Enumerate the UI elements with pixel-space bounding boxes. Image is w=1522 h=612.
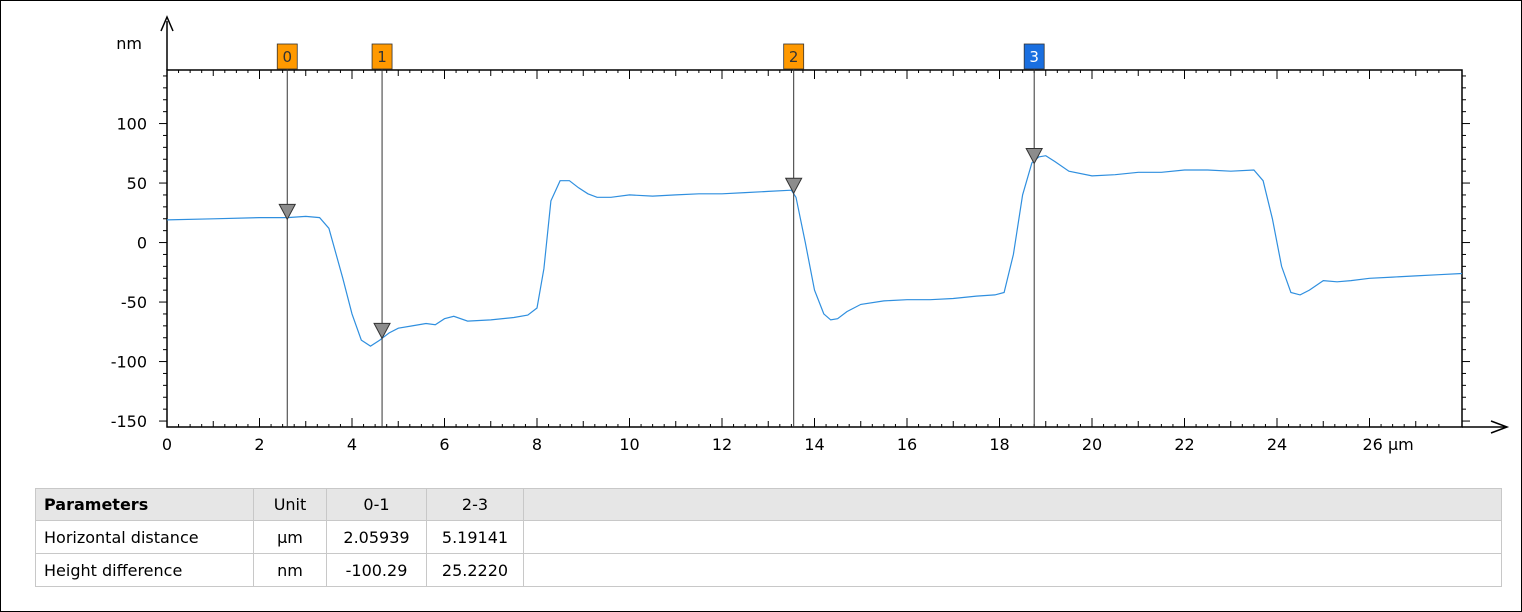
pair-2-3-header: 2-3 bbox=[426, 488, 524, 521]
cursor-tag bbox=[783, 43, 805, 70]
header-filler bbox=[523, 488, 1502, 521]
x-tick-label: 8 bbox=[532, 435, 542, 454]
cursor-tag-label: 0 bbox=[282, 48, 292, 66]
row-unit: µm bbox=[253, 520, 327, 554]
cursor-3: 3 bbox=[1023, 43, 1045, 427]
x-tick-label: 20 bbox=[1082, 435, 1102, 454]
y-axis-arrow bbox=[160, 15, 174, 32]
y-tick-label: -50 bbox=[121, 293, 147, 312]
cursor-0: 0 bbox=[276, 43, 298, 427]
x-tick-label: 14 bbox=[804, 435, 824, 454]
row-filler bbox=[523, 553, 1502, 587]
y-axis-unit: nm bbox=[116, 34, 142, 53]
plot-frame bbox=[166, 69, 1463, 428]
cursor-tag bbox=[1023, 43, 1045, 70]
x-tick-label: 2 bbox=[254, 435, 264, 454]
profile-chart: 0 2 4 6 8 10 12 14 16 18 20 22 24 26 µm100500-50-100-… bbox=[111, 15, 1510, 454]
y-tick-label: 50 bbox=[127, 174, 147, 193]
parameters-header: Parameters bbox=[35, 488, 254, 521]
cursor-marker bbox=[373, 322, 391, 340]
row-value-2-3: 5.19141 bbox=[426, 520, 524, 554]
cursor-marker bbox=[784, 177, 803, 195]
cursor-tag-label: 2 bbox=[789, 48, 799, 66]
x-tick-label: 16 bbox=[897, 435, 917, 454]
profile-line bbox=[166, 155, 1463, 347]
y-tick-label: 100 bbox=[116, 115, 147, 134]
y-tick-label: 0 bbox=[137, 234, 147, 253]
x-axis-arrow bbox=[1490, 420, 1510, 434]
x-tick-label: 0 bbox=[162, 435, 172, 454]
row-filler bbox=[523, 520, 1502, 554]
row-name: Height difference bbox=[35, 553, 254, 587]
x-tick-label: 22 bbox=[1174, 435, 1194, 454]
pair-0-1-header: 0-1 bbox=[326, 488, 427, 521]
y-tick-label: -150 bbox=[111, 412, 147, 431]
x-tick-label: 4 bbox=[347, 435, 357, 454]
cursor-2: 2 bbox=[783, 43, 805, 427]
cursor-marker bbox=[278, 203, 297, 221]
row-unit: nm bbox=[253, 553, 327, 587]
table-row: Height difference nm -100.29 25.2220 bbox=[35, 553, 1502, 587]
x-tick-label: 10 bbox=[619, 435, 639, 454]
unit-header: Unit bbox=[253, 488, 327, 521]
x-tick-label: 26 µm bbox=[1363, 435, 1414, 454]
cursor-tag-label: 1 bbox=[377, 48, 387, 66]
row-name: Horizontal distance bbox=[35, 520, 254, 554]
cursor-marker bbox=[1025, 147, 1044, 165]
row-value-0-1: -100.29 bbox=[326, 553, 427, 587]
x-tick-label: 18 bbox=[989, 435, 1009, 454]
x-tick-label: 12 bbox=[712, 435, 732, 454]
cursor-tag-label: 3 bbox=[1029, 48, 1039, 66]
row-value-0-1: 2.05939 bbox=[326, 520, 427, 554]
cursor-1: 1 bbox=[371, 43, 393, 427]
table-row: Horizontal distance µm 2.05939 5.19141 bbox=[35, 520, 1502, 554]
y-tick-label: -100 bbox=[111, 353, 147, 372]
row-value-2-3: 25.2220 bbox=[426, 553, 524, 587]
cursor-tag bbox=[371, 43, 393, 70]
x-tick-label: 6 bbox=[439, 435, 449, 454]
x-tick-label: 24 bbox=[1267, 435, 1287, 454]
cursor-tag bbox=[276, 43, 298, 70]
parameters-header-row: Parameters Unit 0-1 2-3 bbox=[35, 488, 1502, 521]
parameters-table: Parameters Unit 0-1 2-3 Horizontal dista… bbox=[35, 488, 1502, 587]
